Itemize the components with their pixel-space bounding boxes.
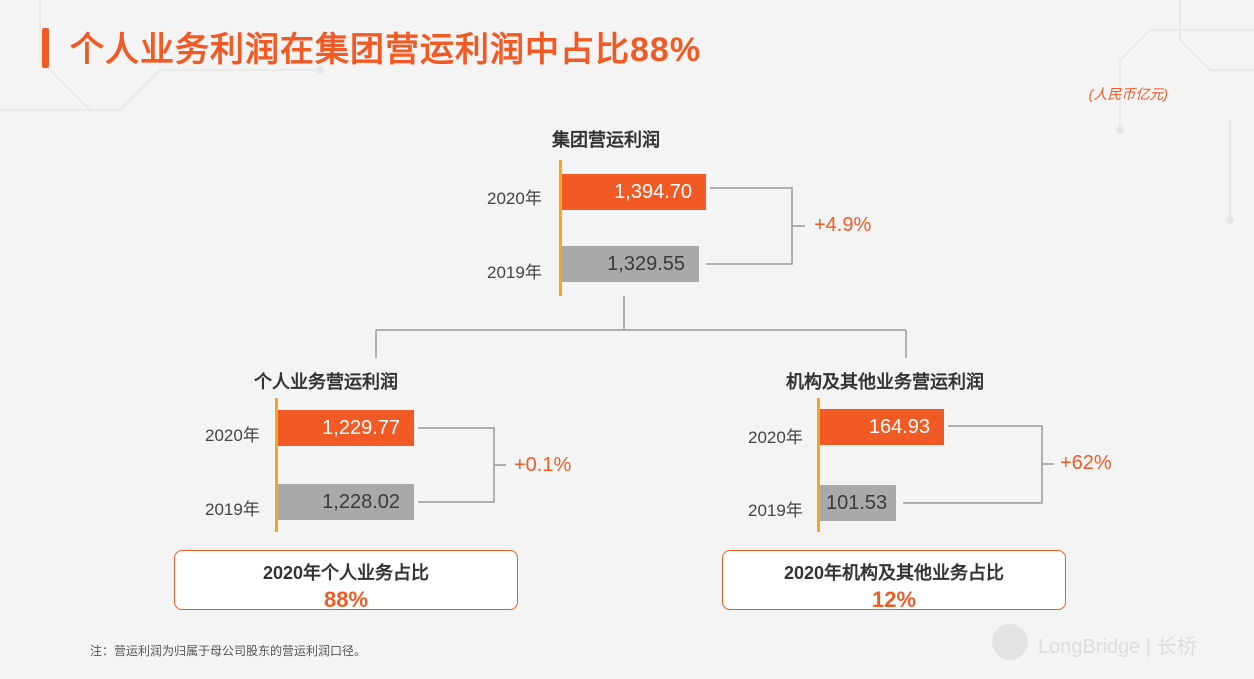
personal-ratio-label: 2020年个人业务占比 bbox=[262, 563, 430, 583]
watermark-logo-icon bbox=[992, 624, 1028, 660]
group-chart-axis bbox=[559, 160, 562, 296]
institutional-growth: +62% bbox=[1060, 452, 1112, 474]
group-bar-2019: 1,329.55 bbox=[562, 246, 699, 282]
institutional-ratio-value: 12% bbox=[871, 587, 917, 612]
watermark: LongBridge | 长桥 bbox=[992, 622, 1232, 662]
personal-year-2020: 2020年 bbox=[205, 426, 260, 445]
group-growth: +4.9% bbox=[814, 214, 872, 236]
personal-growth: +0.1% bbox=[514, 454, 572, 476]
institutional-year-2019: 2019年 bbox=[748, 501, 803, 520]
personal-year-2019: 2019年 bbox=[205, 500, 260, 519]
institutional-ratio-box: 2020年机构及其他业务占比 12% bbox=[722, 550, 1066, 612]
institutional-chart-axis bbox=[817, 398, 820, 532]
group-year-2020: 2020年 bbox=[487, 189, 542, 208]
title-accent-bar bbox=[42, 28, 49, 68]
personal-chart-axis bbox=[275, 398, 278, 532]
page-title: 个人业务利润在集团营运利润中占比88% bbox=[70, 31, 702, 69]
personal-chart-title: 个人业务营运利润 bbox=[254, 372, 398, 392]
group-year-2019: 2019年 bbox=[487, 263, 542, 282]
personal-bar-2019: 1,228.02 bbox=[278, 484, 414, 520]
group-chart-title: 集团营运利润 bbox=[552, 130, 660, 150]
watermark-text: LongBridge | 长桥 bbox=[1038, 636, 1197, 658]
personal-ratio-box: 2020年个人业务占比 88% bbox=[174, 550, 518, 612]
personal-bar-2020: 1,229.77 bbox=[278, 410, 414, 446]
institutional-year-2020: 2020年 bbox=[748, 428, 803, 447]
footnote: 注：营运利润为归属于母公司股东的营运利润口径。 bbox=[90, 644, 367, 658]
group-bar-2020: 1,394.70 bbox=[562, 174, 706, 210]
personal-ratio-value: 88% bbox=[323, 587, 369, 612]
institutional-bar-2019: 101.53 bbox=[820, 485, 896, 521]
unit-label: (人民币亿元) bbox=[1088, 86, 1168, 102]
institutional-chart-title: 机构及其他业务营运利润 bbox=[786, 372, 984, 392]
institutional-ratio-label: 2020年机构及其他业务占比 bbox=[783, 563, 1005, 583]
institutional-bar-2020: 164.93 bbox=[820, 409, 944, 445]
